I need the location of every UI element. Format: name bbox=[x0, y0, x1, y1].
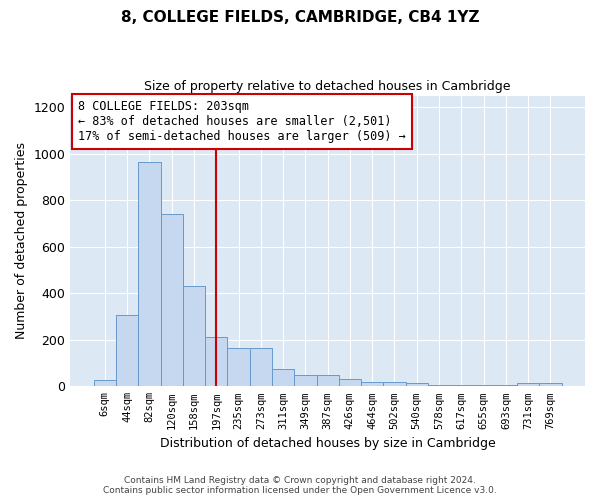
Y-axis label: Number of detached properties: Number of detached properties bbox=[15, 142, 28, 340]
Bar bbox=[183, 286, 205, 386]
Bar bbox=[205, 338, 227, 386]
X-axis label: Distribution of detached houses by size in Cambridge: Distribution of detached houses by size … bbox=[160, 437, 496, 450]
Bar bbox=[116, 316, 138, 386]
Bar bbox=[339, 380, 361, 386]
Bar bbox=[517, 383, 539, 386]
Bar bbox=[138, 162, 161, 386]
Bar bbox=[161, 214, 183, 386]
Bar bbox=[539, 383, 562, 386]
Bar bbox=[227, 348, 250, 387]
Bar bbox=[472, 385, 495, 386]
Title: Size of property relative to detached houses in Cambridge: Size of property relative to detached ho… bbox=[145, 80, 511, 93]
Text: 8 COLLEGE FIELDS: 203sqm
← 83% of detached houses are smaller (2,501)
17% of sem: 8 COLLEGE FIELDS: 203sqm ← 83% of detach… bbox=[78, 100, 406, 143]
Bar bbox=[428, 385, 450, 386]
Bar bbox=[495, 385, 517, 386]
Bar bbox=[294, 374, 317, 386]
Text: Contains HM Land Registry data © Crown copyright and database right 2024.
Contai: Contains HM Land Registry data © Crown c… bbox=[103, 476, 497, 495]
Bar bbox=[317, 374, 339, 386]
Bar bbox=[250, 348, 272, 387]
Bar bbox=[94, 380, 116, 386]
Text: 8, COLLEGE FIELDS, CAMBRIDGE, CB4 1YZ: 8, COLLEGE FIELDS, CAMBRIDGE, CB4 1YZ bbox=[121, 10, 479, 25]
Bar bbox=[450, 385, 472, 386]
Bar bbox=[361, 382, 383, 386]
Bar bbox=[272, 369, 294, 386]
Bar bbox=[406, 383, 428, 386]
Bar bbox=[383, 382, 406, 386]
